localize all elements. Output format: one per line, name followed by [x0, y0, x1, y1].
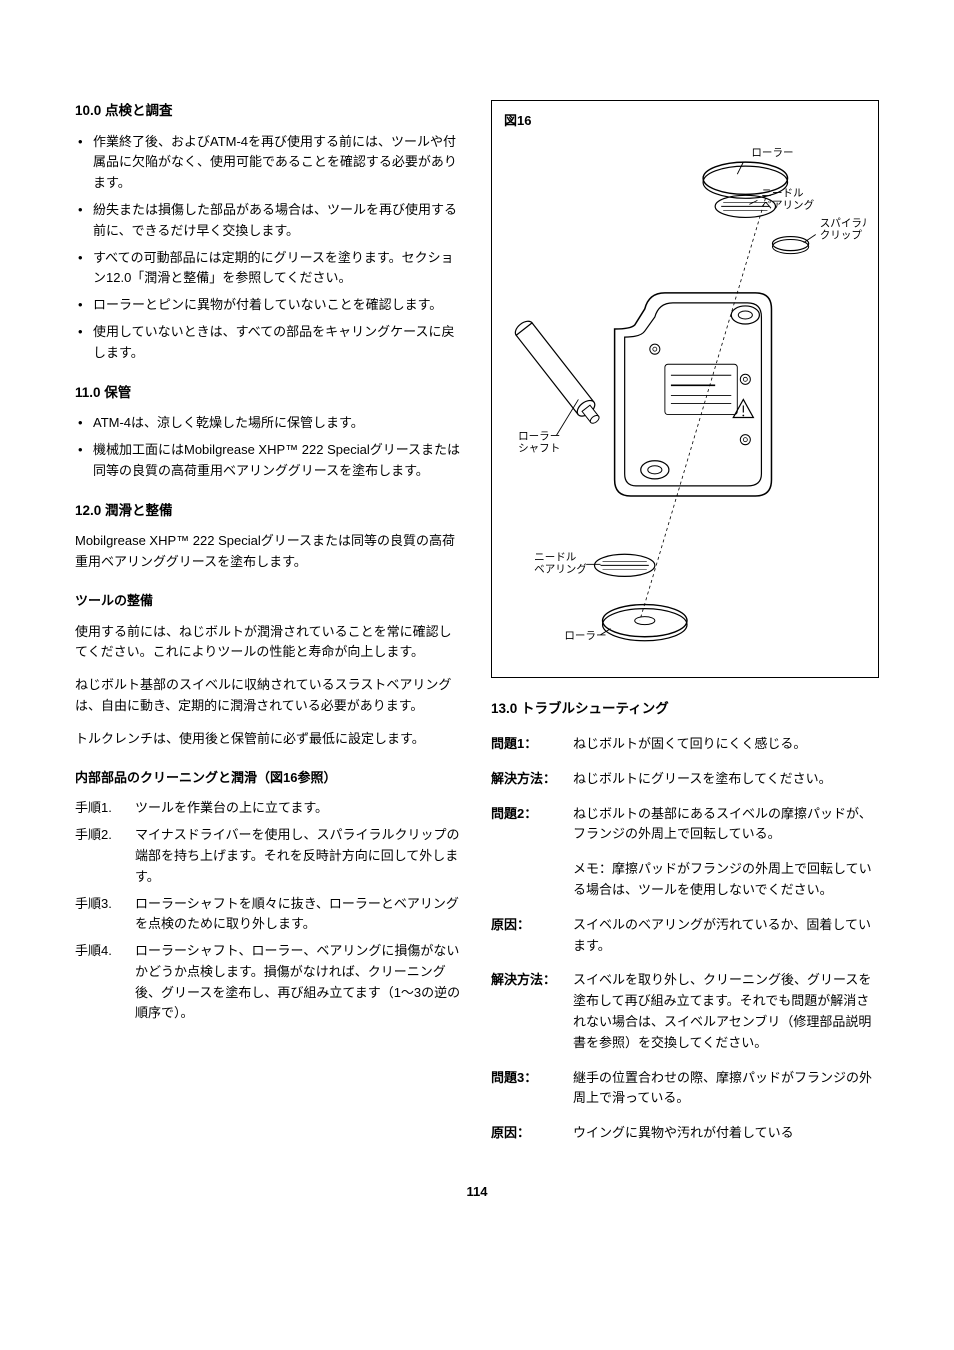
trouble-label: 解決方法：: [491, 970, 573, 991]
step-text: ツールを作業台の上に立てます。: [135, 798, 463, 819]
trouble-text: ねじボルトが固くて回りにくく感じる。: [573, 734, 879, 755]
trouble-label: 原因：: [491, 915, 573, 936]
list-item: 機械加工面にはMobilgrease XHP™ 222 Specialグリースま…: [75, 440, 463, 482]
right-column: 図16 ローラー ニードルベアリング スパイラルクリップ: [491, 100, 879, 1158]
section-10-list: 作業終了後、およびATM-4を再び使用する前には、ツールや付属品に欠陥がなく、使…: [75, 132, 463, 364]
trouble-row: 問題1： ねじボルトが固くて回りにくく感じる。: [491, 734, 879, 755]
section-12-paragraph: Mobilgrease XHP™ 222 Specialグリースまたは同等の良質…: [75, 531, 463, 573]
trouble-text: スイベルのベアリングが汚れているか、固着しています。: [573, 915, 879, 957]
trouble-text: 継手の位置合わせの際、摩擦パッドがフランジの外周上で滑っている。: [573, 1068, 879, 1110]
step-row: 手順3. ローラーシャフトを順々に抜き、ローラーとベアリングを点検のために取り外…: [75, 894, 463, 936]
trouble-row: 問題2： ねじボルトの基部にあるスイベルの摩擦パッドが、フランジの外周上で回転し…: [491, 804, 879, 846]
label-roller-bottom: ローラー: [564, 630, 606, 642]
trouble-text: ねじボルトの基部にあるスイベルの摩擦パッドが、フランジの外周上で回転している。: [573, 804, 879, 846]
list-item: 紛失または損傷した部品がある場合は、ツールを再び使用する前に、できるだけ早く交換…: [75, 200, 463, 242]
step-text: ローラーシャフトを順々に抜き、ローラーとベアリングを点検のために取り外します。: [135, 894, 463, 936]
trouble-row: 原因： ウイングに異物や汚れが付着している: [491, 1123, 879, 1144]
label-roller-shaft: ローラーシャフト: [518, 430, 560, 454]
section-13-heading: 13.0 トラブルシューティング: [491, 698, 879, 720]
section-12-heading: 12.0 潤滑と整備: [75, 500, 463, 522]
step-text: ローラーシャフト、ローラー、ベアリングに損傷がないかどうか点検します。損傷がなけ…: [135, 941, 463, 1024]
figure-16-diagram: ローラー ニードルベアリング スパイラルクリップ: [504, 138, 866, 661]
trouble-label: 問題3：: [491, 1068, 573, 1089]
step-text: マイナスドライバーを使用し、スパライラルクリップの端部を持ち上げます。それを反時…: [135, 825, 463, 887]
section-10-heading: 10.0 点検と調査: [75, 100, 463, 122]
trouble-label: 問題2：: [491, 804, 573, 825]
left-column: 10.0 点検と調査 作業終了後、およびATM-4を再び使用する前には、ツールや…: [75, 100, 463, 1158]
section-11-heading: 11.0 保管: [75, 382, 463, 404]
figure-title: 図16: [504, 111, 866, 132]
label-needle-bearing-bottom: ニードルベアリング: [534, 551, 587, 575]
step-label: 手順2.: [75, 825, 135, 887]
page-number: 114: [75, 1182, 879, 1203]
step-label: 手順1.: [75, 798, 135, 819]
list-item: 使用していないときは、すべての部品をキャリングケースに戻します。: [75, 322, 463, 364]
step-row: 手順2. マイナスドライバーを使用し、スパライラルクリップの端部を持ち上げます。…: [75, 825, 463, 887]
step-label: 手順3.: [75, 894, 135, 936]
trouble-row: 解決方法： スイベルを取り外し、クリーニング後、グリースを塗布して再び組み立てま…: [491, 970, 879, 1053]
label-roller-top: ローラー: [751, 147, 793, 159]
trouble-text: スイベルを取り外し、クリーニング後、グリースを塗布して再び組み立てます。それでも…: [573, 970, 879, 1053]
trouble-row: 解決方法： ねじボルトにグリースを塗布してください。: [491, 769, 879, 790]
step-label: 手順4.: [75, 941, 135, 1024]
tool-paragraph-3: トルクレンチは、使用後と保管前に必ず最低に設定します。: [75, 729, 463, 750]
trouble-label: 問題1：: [491, 734, 573, 755]
cleaning-heading: 内部部品のクリーニングと潤滑（図16参照）: [75, 768, 463, 789]
trouble-text: ねじボルトにグリースを塗布してください。: [573, 769, 879, 790]
section-11-list: ATM-4は、涼しく乾燥した場所に保管します。 機械加工面にはMobilgrea…: [75, 413, 463, 481]
list-item: すべての可動部品には定期的にグリースを塗ります。セクション12.0「潤滑と整備」…: [75, 248, 463, 290]
troubleshooting-list: 問題1： ねじボルトが固くて回りにくく感じる。 解決方法： ねじボルトにグリース…: [491, 734, 879, 1144]
page: 10.0 点検と調査 作業終了後、およびATM-4を再び使用する前には、ツールや…: [75, 100, 879, 1158]
trouble-text: ウイングに異物や汚れが付着している: [573, 1123, 879, 1144]
label-needle-bearing-top: ニードルベアリング: [761, 187, 814, 211]
trouble-row: 原因： スイベルのベアリングが汚れているか、固着しています。: [491, 915, 879, 957]
list-item: ATM-4は、涼しく乾燥した場所に保管します。: [75, 413, 463, 434]
step-row: 手順4. ローラーシャフト、ローラー、ベアリングに損傷がないかどうか点検します。…: [75, 941, 463, 1024]
tool-paragraph-2: ねじボルト基部のスイベルに収納されているスラストベアリングは、自由に動き、定期的…: [75, 675, 463, 717]
trouble-label: 解決方法：: [491, 769, 573, 790]
step-row: 手順1. ツールを作業台の上に立てます。: [75, 798, 463, 819]
figure-16: 図16 ローラー ニードルベアリング スパイラルクリップ: [491, 100, 879, 678]
list-item: 作業終了後、およびATM-4を再び使用する前には、ツールや付属品に欠陥がなく、使…: [75, 132, 463, 194]
step-list: 手順1. ツールを作業台の上に立てます。 手順2. マイナスドライバーを使用し、…: [75, 798, 463, 1024]
label-spiral-clip: スパイラルクリップ: [820, 217, 866, 241]
trouble-label: 原因：: [491, 1123, 573, 1144]
trouble-row: 問題3： 継手の位置合わせの際、摩擦パッドがフランジの外周上で滑っている。: [491, 1068, 879, 1110]
tool-paragraph-1: 使用する前には、ねじボルトが潤滑されていることを常に確認してください。これにより…: [75, 622, 463, 664]
list-item: ローラーとピンに異物が付着していないことを確認します。: [75, 295, 463, 316]
trouble-note: メモ：摩擦パッドがフランジの外周上で回転している場合は、ツールを使用しないでくだ…: [573, 859, 879, 901]
tool-maintenance-heading: ツールの整備: [75, 591, 463, 612]
